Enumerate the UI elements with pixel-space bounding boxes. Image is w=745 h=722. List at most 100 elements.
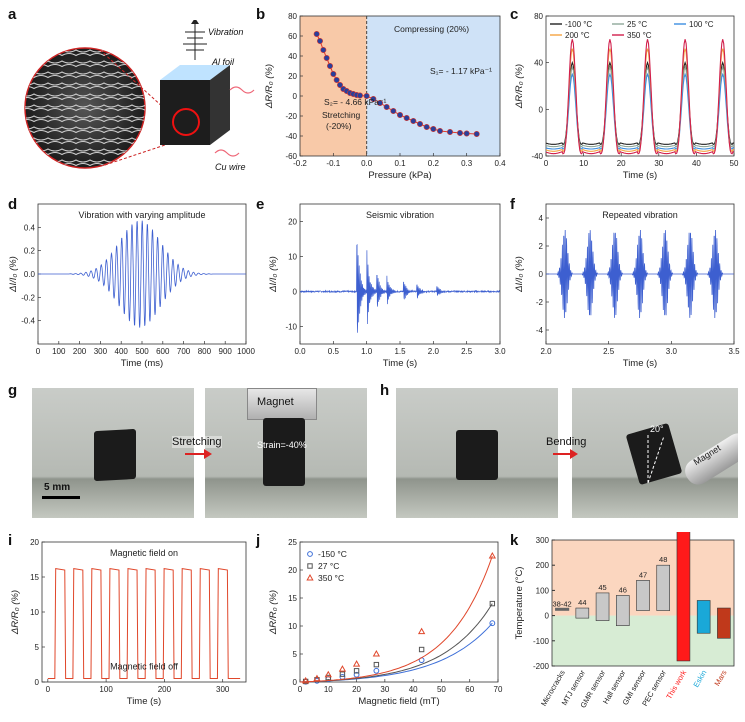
data-point xyxy=(325,674,331,681)
reference-label: 47 xyxy=(639,570,647,579)
data-point xyxy=(447,129,454,136)
x-tick-label: 2.0 xyxy=(540,347,552,356)
y-tick-label: 20 xyxy=(288,218,297,227)
y-tick-label: -200 xyxy=(533,662,550,671)
data-point xyxy=(323,54,330,61)
y-tick-label: 60 xyxy=(288,32,297,41)
x-tick-label: 0.0 xyxy=(294,347,306,356)
panel-letter-i: i xyxy=(8,532,13,549)
y-tick-label: 5 xyxy=(35,643,40,652)
al-foil-label: Al foil xyxy=(211,57,235,67)
y-axis-label: ΔI/I₀ (%) xyxy=(8,256,19,293)
data-point xyxy=(313,30,320,37)
x-tick-label: -0.2 xyxy=(293,159,307,168)
fiber xyxy=(25,129,145,134)
x-tick-label: 0.3 xyxy=(461,159,473,168)
x-tick-label: 60 xyxy=(465,685,474,694)
field-off-label: Magnetic field off xyxy=(110,661,178,671)
fiber xyxy=(25,140,145,145)
y-axis-label: ΔI/I₀ (%) xyxy=(268,256,279,293)
y-axis-label: ΔR/R₀ (%) xyxy=(268,590,279,635)
x-tick-label: 2.5 xyxy=(603,347,615,356)
y-tick-label: 0.4 xyxy=(24,223,36,232)
x-tick-label: 40 xyxy=(692,159,701,168)
y-tick-label: -10 xyxy=(285,323,297,332)
data-point xyxy=(417,627,426,635)
x-tick-label: 20 xyxy=(617,159,626,168)
data-point xyxy=(403,115,410,122)
y-tick-label: 5 xyxy=(293,650,298,659)
x-tick-label: 1.5 xyxy=(394,347,406,356)
chart-e: 0.0 0.5 1.0 1.5 2.0 2.5 3.0 -10 0 10 20 Time (s) ΔI/… xyxy=(268,203,506,369)
x-tick-label: 70 xyxy=(494,685,503,694)
fiber xyxy=(25,137,145,141)
stretching-arrow-label: Stretching xyxy=(172,436,222,448)
reference-label: 45 xyxy=(598,583,606,592)
data-point xyxy=(383,104,390,111)
chart-i: 0 100 200 300 0 5 10 15 20 Time (s) ΔR/R₀ (%) Magne… xyxy=(10,538,247,707)
legend-marker xyxy=(307,563,313,569)
x-tick-label: 200 xyxy=(73,347,87,356)
bar xyxy=(575,607,590,619)
magnet-label: Magnet xyxy=(257,396,294,408)
x-tick-label: -0.1 xyxy=(326,159,340,168)
data-point xyxy=(339,671,346,677)
data-point xyxy=(430,126,437,133)
foam-block-stretched xyxy=(263,418,305,486)
bar xyxy=(656,564,670,611)
panel-letter-k: k xyxy=(510,532,519,549)
fiber xyxy=(25,151,145,156)
y-tick-label: 20 xyxy=(288,72,297,81)
legend-marker xyxy=(307,551,313,557)
y-tick-label: 0 xyxy=(539,105,544,114)
fiber xyxy=(25,82,145,86)
category-label: Mars xyxy=(712,668,728,687)
y-tick-label: -40 xyxy=(531,152,543,161)
data-point xyxy=(410,118,417,125)
y-tick-label: 20 xyxy=(288,566,297,575)
y-tick-label: 0 xyxy=(539,270,544,279)
y-tick-label: 40 xyxy=(288,52,297,61)
bending-arrow xyxy=(553,453,573,455)
y-tick-label: 0.0 xyxy=(24,270,36,279)
stretching-arrow xyxy=(185,453,207,455)
scale-label: 5 mm xyxy=(44,482,71,493)
photo-g-right: Magnet Strain=-40% xyxy=(205,388,367,518)
fiber xyxy=(25,148,145,152)
fiber xyxy=(25,118,145,123)
chart-k: -200 -100 0 100 200 300 Temperature (°C) 38-42 M… xyxy=(514,532,735,709)
y-tick-label: 10 xyxy=(30,608,39,617)
foam-block xyxy=(456,430,498,480)
bar xyxy=(595,592,610,621)
x-tick-label: 300 xyxy=(94,347,108,356)
x-tick-label: 0 xyxy=(544,159,549,168)
y-tick-label: -0.4 xyxy=(21,317,35,326)
bar xyxy=(636,580,650,611)
x-axis-label: Time (s) xyxy=(623,358,657,369)
y-axis-label: ΔR/R₀ (%) xyxy=(264,64,275,109)
data-point xyxy=(330,70,337,77)
data-point xyxy=(488,551,496,559)
fiber xyxy=(25,107,145,112)
y-tick-label: 100 xyxy=(536,586,550,595)
x-tick-label: 900 xyxy=(219,347,233,356)
fiber xyxy=(25,93,145,97)
x-tick-label: 30 xyxy=(380,685,389,694)
x-tick-label: 300 xyxy=(216,685,230,694)
y-tick-label: -60 xyxy=(285,152,297,161)
y-tick-label: 25 xyxy=(288,538,297,547)
x-tick-label: 0 xyxy=(46,685,51,694)
x-tick-label: 100 xyxy=(52,347,66,356)
y-tick-label: 0 xyxy=(545,612,550,621)
panel-letter-f: f xyxy=(510,196,515,213)
stretching-region xyxy=(300,16,367,156)
reference-label: 46 xyxy=(619,585,627,594)
data-point xyxy=(397,112,404,119)
chart-b: -0.2 -0.1 0.0 0.1 0.2 0.3 0.4 -60 -40 -20 0 20 40 60 8… xyxy=(264,12,506,181)
fiber xyxy=(25,126,145,130)
x-tick-label: 20 xyxy=(352,685,361,694)
y-tick-label: 40 xyxy=(534,59,543,68)
data-point xyxy=(353,668,360,674)
fiber xyxy=(25,115,145,119)
x-tick-label: 3.0 xyxy=(494,347,506,356)
